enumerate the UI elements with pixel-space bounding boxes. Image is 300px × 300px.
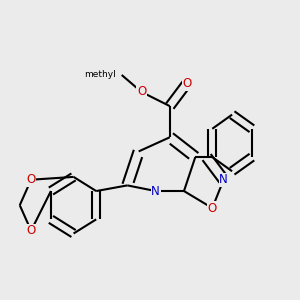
Text: O: O bbox=[182, 77, 191, 90]
Text: N: N bbox=[219, 173, 228, 186]
Text: N: N bbox=[151, 184, 160, 198]
Text: O: O bbox=[208, 202, 217, 214]
Text: O: O bbox=[26, 224, 36, 237]
Text: O: O bbox=[137, 85, 146, 98]
Text: methyl: methyl bbox=[84, 70, 116, 80]
Text: O: O bbox=[26, 173, 36, 186]
